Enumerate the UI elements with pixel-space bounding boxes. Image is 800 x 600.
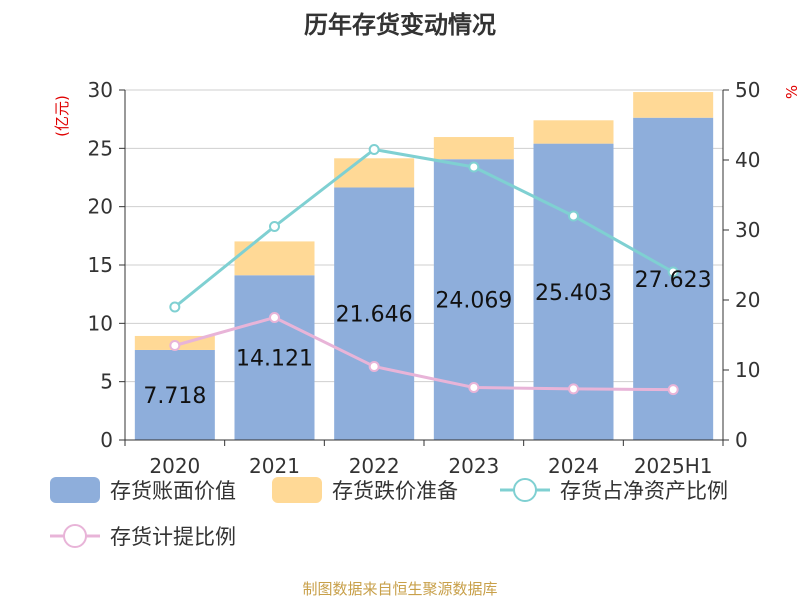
bar [433,159,514,440]
bar [234,241,315,276]
bar [334,158,415,188]
bar [234,275,315,440]
bar-value-label: 21.646 [336,303,413,328]
y-right-tick-label: 40 [735,148,760,172]
legend-label: 存货账面价值 [110,479,236,503]
x-tick-label: 2023 [448,454,499,478]
legend-label: 存货占净资产比例 [560,479,728,503]
y-left-tick-label: 0 [100,428,113,452]
bar [134,349,215,440]
series-line [173,147,674,309]
bar-value-label: 25.403 [535,281,612,306]
x-tick-label: 2025H1 [634,454,713,478]
bar-value-label: 7.718 [143,384,206,409]
y-right-tick-label: 20 [735,288,760,312]
legend-swatch [272,477,322,503]
y-left-tick-label: 25 [88,136,113,160]
bar-value-label: 14.121 [236,347,313,372]
line-point [169,340,181,351]
y-left-tick-label: 15 [88,253,113,277]
y-left-unit: (亿元) [53,95,71,137]
bar [334,187,415,440]
line-point [368,144,380,155]
y-left-tick-label: 5 [100,370,113,394]
legend-marker [63,524,87,548]
series-line [174,315,674,392]
bar-value-label: 24.069 [435,289,512,314]
line-point [568,383,579,395]
y-right-tick-label: 50 [735,78,760,102]
line-point [468,382,480,393]
line-point [269,221,280,232]
source-note: 制图数据来自恒生聚源数据库 [302,580,497,598]
lines [169,144,679,396]
x-tick-label: 2022 [349,454,400,478]
chart-title: 历年存货变动情况 [304,11,496,39]
line-point [169,301,181,313]
x-tick-label: 2021 [249,454,300,478]
legend-label: 存货计提比例 [110,525,236,549]
legend-swatch [50,477,100,503]
axes: 0 5 10 15 20 25 30 0 10 20 30 40 50 2020 2021 2022 2023 2… [88,78,761,478]
line-point [368,361,380,372]
y-left-tick-label: 30 [88,78,113,102]
legend-marker [513,478,537,502]
y-left-tick-label: 10 [88,311,113,335]
x-tick-label: 2024 [548,454,599,478]
line-point [468,161,480,173]
y-right-tick-label: 10 [735,358,760,382]
data-labels: 7.718 14.121 21.646 24.069 25.403 27.623 [143,268,711,409]
bar [433,137,514,160]
legend-label: 存货跌价准备 [332,479,458,503]
line-point [269,312,280,323]
bar [533,120,614,144]
x-tick-label: 2020 [149,454,200,478]
y-right-tick-label: 0 [735,428,748,452]
line-point [667,384,679,396]
bar [633,92,714,118]
y-right-tick-label: 30 [735,218,760,242]
y-right-unit: % [783,85,800,99]
line-point [667,266,679,278]
bar-value-label: 27.623 [635,268,712,293]
line-point [568,210,579,222]
y-left-tick-label: 20 [88,195,113,219]
